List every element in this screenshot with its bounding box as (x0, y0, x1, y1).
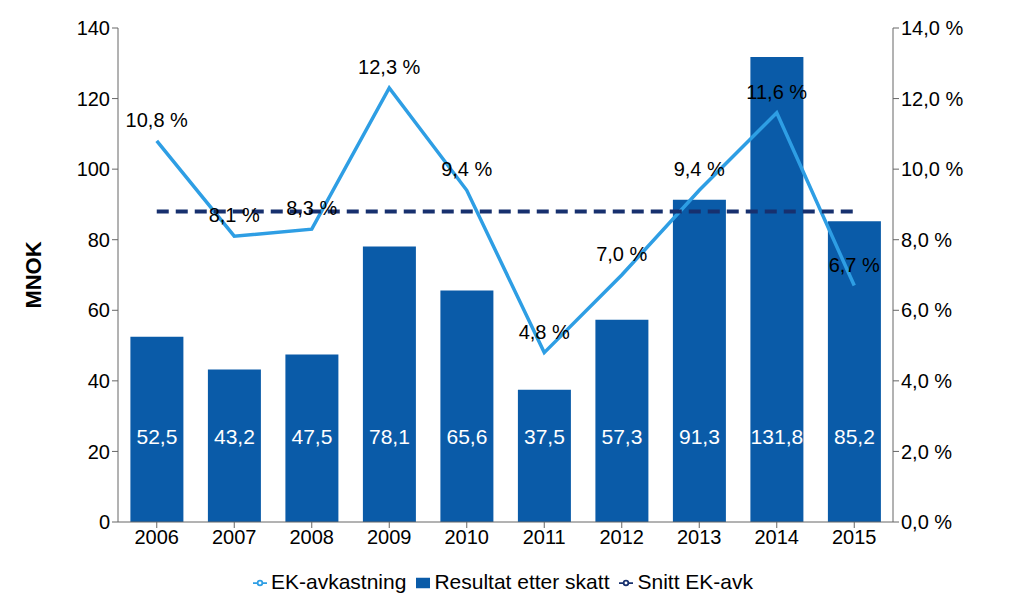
svg-text:12,0 %: 12,0 % (901, 88, 963, 110)
svg-text:2008: 2008 (290, 526, 335, 548)
svg-text:60: 60 (88, 299, 110, 321)
svg-text:8,0 %: 8,0 % (901, 229, 952, 251)
svg-text:6,0 %: 6,0 % (901, 299, 952, 321)
svg-text:0,0 %: 0,0 % (901, 511, 952, 533)
svg-text:2009: 2009 (367, 526, 412, 548)
svg-text:MNOK: MNOK (21, 241, 46, 308)
svg-text:10,8 %: 10,8 % (126, 109, 188, 131)
svg-text:40: 40 (88, 370, 110, 392)
svg-text:2013: 2013 (677, 526, 722, 548)
svg-text:6,7 %: 6,7 % (829, 254, 880, 276)
svg-text:2014: 2014 (755, 526, 800, 548)
svg-text:2010: 2010 (445, 526, 490, 548)
svg-text:10,0 %: 10,0 % (901, 158, 963, 180)
svg-text:47,5: 47,5 (291, 425, 332, 448)
svg-text:52,5: 52,5 (136, 425, 177, 448)
svg-text:14,0 %: 14,0 % (901, 17, 963, 39)
svg-text:43,2: 43,2 (214, 425, 255, 448)
svg-text:2007: 2007 (212, 526, 257, 548)
svg-text:2,0 %: 2,0 % (901, 441, 952, 463)
svg-text:4,8 %: 4,8 % (519, 321, 570, 343)
svg-text:57,3: 57,3 (601, 425, 642, 448)
svg-text:65,6: 65,6 (446, 425, 487, 448)
svg-text:0: 0 (99, 511, 110, 533)
svg-text:9,4 %: 9,4 % (674, 158, 725, 180)
svg-text:100: 100 (77, 158, 110, 180)
html-text:EK-avkastning: EK-avkastning (271, 570, 407, 593)
svg-text:2015: 2015 (832, 526, 877, 548)
svg-text:37,5: 37,5 (524, 425, 565, 448)
svg-text:2011: 2011 (523, 526, 566, 548)
svg-text:12,3 %: 12,3 % (358, 56, 420, 78)
svg-text:8,3 %: 8,3 % (286, 197, 337, 219)
html-text:Resultat etter skatt: Resultat etter skatt (434, 570, 610, 593)
svg-text:7,0 %: 7,0 % (596, 243, 647, 265)
svg-text:2012: 2012 (600, 526, 645, 548)
svg-text:78,1: 78,1 (369, 425, 410, 448)
svg-text:85,2: 85,2 (834, 425, 875, 448)
svg-text:80: 80 (88, 229, 110, 251)
svg-text:11,6 %: 11,6 % (746, 81, 807, 103)
svg-text:91,3: 91,3 (679, 425, 720, 448)
svg-text:2006: 2006 (135, 526, 180, 548)
html-text:Snitt EK-avk: Snitt EK-avk (637, 570, 753, 593)
svg-text:8,1 %: 8,1 % (209, 204, 260, 226)
svg-text:131,8: 131,8 (751, 425, 804, 448)
svg-text:4,0 %: 4,0 % (901, 370, 952, 392)
svg-text:9,4 %: 9,4 % (441, 158, 492, 180)
svg-text:20: 20 (88, 441, 110, 463)
svg-text:120: 120 (77, 88, 110, 110)
svg-text:140: 140 (77, 17, 110, 39)
